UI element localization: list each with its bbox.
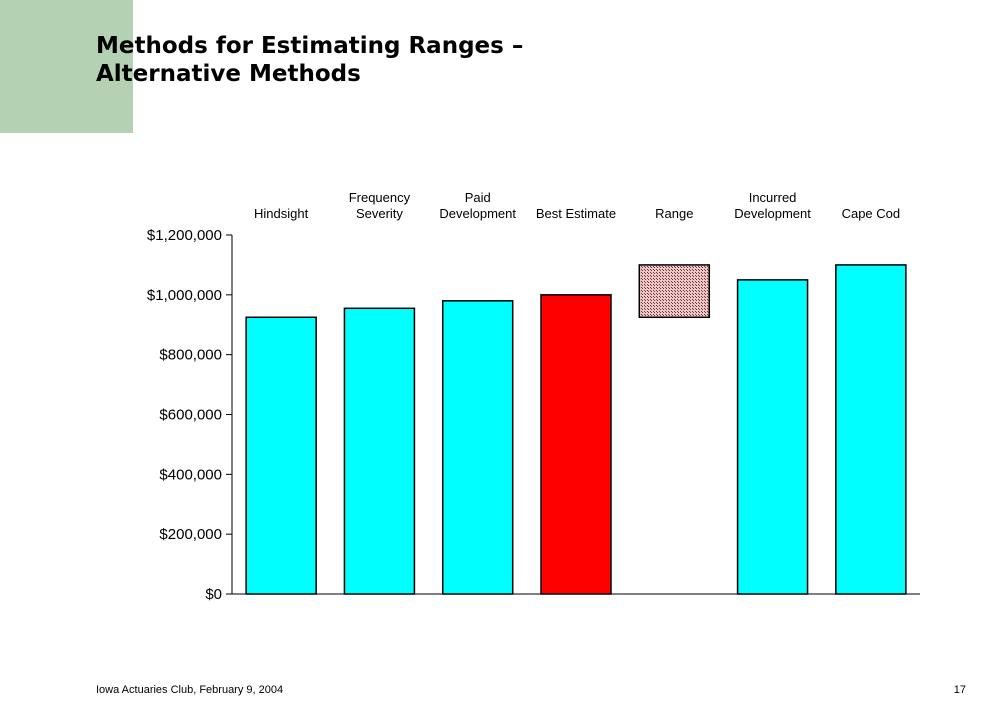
title-accent-block [0,0,133,133]
y-tick-label: $200,000 [159,526,222,543]
bar [736,279,809,595]
category-label: Range [655,206,693,221]
category-label: Best Estimate [536,206,616,221]
bar [540,294,612,595]
category-label: Cape Cod [842,206,901,221]
bar [835,264,907,595]
category-label: Development [439,206,516,221]
y-tick-label: $400,000 [159,466,222,483]
bar [343,307,416,595]
y-tick-label: $600,000 [159,407,222,424]
category-label: Frequency [349,190,411,205]
y-tick-label: $1,200,000 [147,227,222,244]
footer-text: Iowa Actuaries Club, February 9, 2004 [96,684,284,696]
y-tick-label: $0 [205,586,222,603]
category-label: Incurred [749,190,797,205]
category-label: Development [734,206,811,221]
slide-title-line-2: Alternative Methods [96,61,361,87]
bar [441,300,514,595]
range-bar [638,264,711,319]
y-tick-label: $800,000 [159,347,222,364]
category-label: Severity [356,206,403,221]
bar [245,316,317,595]
page-number: 17 [953,684,966,696]
y-tick-label: $1,000,000 [147,287,222,304]
category-label: Hindsight [254,206,309,221]
slide-title: Methods for Estimating Ranges – Alternat… [96,32,523,88]
slide-title-line-1: Methods for Estimating Ranges – [96,33,524,59]
category-label: Paid [465,190,491,205]
